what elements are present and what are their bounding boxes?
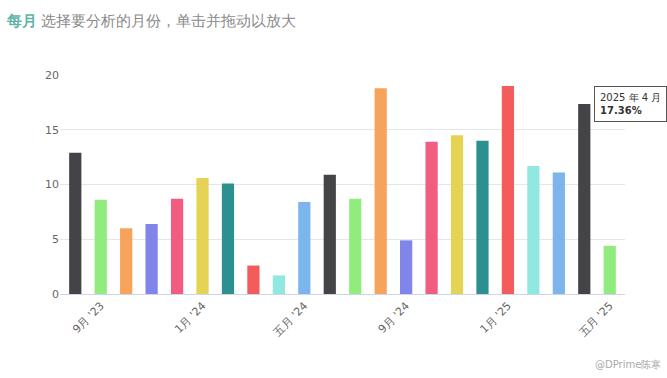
svg-text:@DPrime陈寒: @DPrime陈寒 [595,359,661,370]
svg-text:1月 '25: 1月 '25 [478,300,514,336]
svg-text:9月 '23: 9月 '23 [70,300,106,336]
svg-text:10: 10 [45,178,59,191]
svg-text:五月 '25: 五月 '25 [576,300,615,339]
svg-text:1月 '24: 1月 '24 [172,300,208,336]
svg-text:五月 '24: 五月 '24 [271,300,310,339]
svg-text:0: 0 [52,288,59,301]
svg-text:2025 年 4 月17.36%: 2025 年 4 月17.36% [600,92,661,116]
svg-text:20: 20 [45,69,59,82]
svg-text:9月 '24: 9月 '24 [376,300,412,336]
svg-text:5: 5 [52,233,59,246]
svg-text:15: 15 [45,124,59,137]
svg-text:每月 选择要分析的月份，单击并拖动以放大: 每月 选择要分析的月份，单击并拖动以放大 [6,12,297,30]
